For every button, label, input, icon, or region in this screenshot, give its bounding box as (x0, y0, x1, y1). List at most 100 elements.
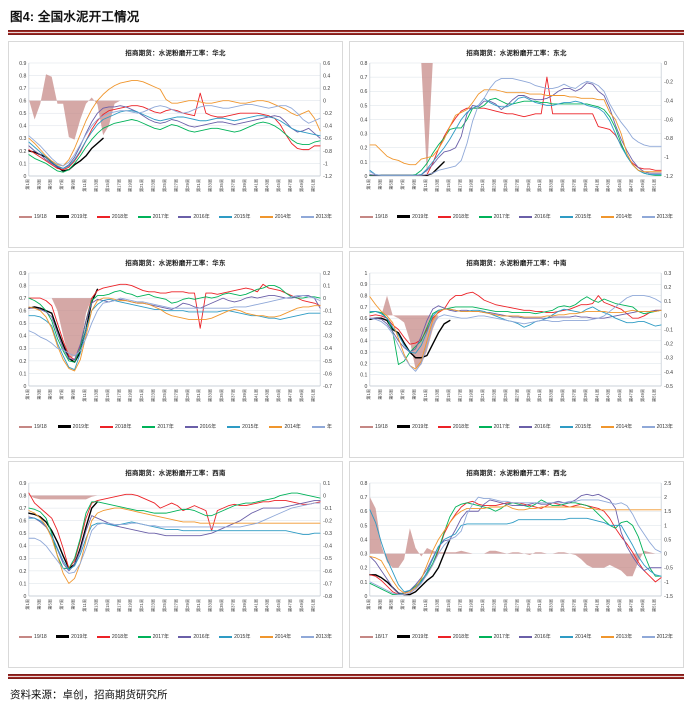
y-axis-tick: 0.7 (360, 75, 367, 81)
x-axis-tick: 第37周 (229, 389, 235, 402)
legend-item[interactable]: 2015年 (219, 633, 251, 640)
legend-item[interactable]: 19/18 (19, 214, 47, 220)
y-axis-tick: 0.8 (19, 73, 26, 79)
legend-item[interactable]: 2015年 (560, 213, 592, 220)
y2-axis-tick: 0 (664, 552, 667, 558)
legend-item[interactable]: 19/18 (19, 634, 47, 640)
legend-swatch-icon (478, 635, 492, 638)
legend-item[interactable]: 2013年 (641, 213, 673, 220)
chart-plot-dongbei: 0 0.1 0.2 0.3 0.4 0.5 0.6 0.7 0.8 0 -0.2 -0.4 -0.6 -0… (360, 61, 673, 192)
x-axis-tick: 第33周 (207, 179, 213, 192)
legend-swatch-icon (137, 215, 151, 218)
legend-item[interactable]: 2013年 (600, 633, 632, 640)
legend-item[interactable]: 2016年 (519, 633, 551, 640)
charts-grid: 招商期货：水泥粉磨开工率：华北 0 0.1 0.2 0.3 0.4 0.5 0.6 0.7 0.8… (8, 41, 684, 668)
x-axis-tick: 第49周 (298, 389, 304, 402)
x-axis-tick: 第7周 (58, 389, 64, 400)
legend-item[interactable]: 2014年 (600, 213, 632, 220)
legend-item[interactable]: 2016年 (178, 213, 210, 220)
y-axis-tick: 0.8 (360, 61, 367, 67)
y2-axis-tick: -0.2 (664, 80, 673, 86)
y-axis-tick: 0.4 (19, 544, 26, 550)
y2-axis-tick: -1.2 (323, 174, 332, 180)
legend-item[interactable]: 2016年 (519, 423, 551, 430)
legend-item[interactable]: 2013年 (300, 213, 332, 220)
legend-item[interactable]: 2019年 (56, 633, 88, 640)
legend-item[interactable]: 2019年 (397, 423, 429, 430)
legend-item[interactable]: 2012年 (641, 633, 673, 640)
y-axis-tick: 0.9 (19, 61, 26, 67)
legend-item[interactable]: 2014年 (259, 633, 291, 640)
legend-item[interactable]: 2019年 (56, 213, 88, 220)
chart-legend: 19/18 2019年 2018年 2017年 2016年 2015年 2014年 2013年 (9, 632, 342, 640)
y-axis-tick: 0.5 (19, 111, 26, 117)
legend-item[interactable]: 2019年 (57, 423, 89, 430)
y-axis-tick: 0.5 (19, 531, 26, 537)
legend-label: 2013年 (656, 424, 673, 430)
legend-item[interactable]: 2016年 (178, 633, 210, 640)
legend-label: 2018年 (111, 214, 129, 220)
legend-item[interactable]: 2017年 (137, 213, 169, 220)
legend-item[interactable]: 18/17 (360, 634, 388, 640)
legend-swatch-icon (360, 425, 373, 428)
y-axis-tick: 0.1 (360, 580, 367, 586)
legend-item[interactable]: 2015年 (227, 423, 259, 430)
line-series-2015年 (28, 298, 321, 371)
y2-axis-tick: -0.5 (664, 566, 673, 572)
legend-item[interactable]: 年 (311, 423, 332, 430)
x-axis-tick: 第23周 (491, 599, 497, 612)
x-axis-tick: 第23周 (491, 179, 497, 192)
legend-item[interactable]: 2018年 (437, 423, 469, 430)
legend-item[interactable]: 19/18 (360, 424, 388, 430)
y2-axis-tick: -0.6 (323, 569, 332, 575)
legend-item[interactable]: 2018年 (100, 423, 131, 430)
legend-item[interactable]: 2017年 (142, 423, 174, 430)
legend-item[interactable]: 2017年 (137, 633, 169, 640)
legend-item[interactable]: 2014年 (259, 213, 291, 220)
y-axis-tick: 0.2 (360, 146, 367, 152)
legend-label: 2015年 (575, 214, 592, 220)
chart-panel-huadong: 招商期货：水泥粉磨开工率：华东 0 0.1 0.2 0.3 0.4 0.5 0.6 0.7 0.8… (8, 251, 343, 458)
y2-axis-tick: 2.5 (664, 481, 671, 487)
legend-item[interactable]: 2014年 (269, 423, 301, 430)
legend-item[interactable]: 2019年 (397, 633, 429, 640)
legend-item[interactable]: 19/18 (19, 424, 47, 430)
legend-swatch-icon (96, 635, 110, 638)
legend-item[interactable]: 2018年 (96, 633, 128, 640)
x-axis-tick: 第41周 (252, 389, 258, 402)
legend-item[interactable]: 2019年 (397, 213, 429, 220)
legend-label: 2018年 (115, 424, 132, 430)
legend-swatch-icon (137, 635, 151, 638)
legend-item[interactable]: 19/18 (360, 214, 388, 220)
legend-item[interactable]: 2014年 (600, 423, 632, 430)
chart-legend: 19/18 2019年 2018年 2017年 2016年 2015年 2014年 2013年 (9, 212, 342, 220)
x-axis-tick: 第33周 (207, 599, 213, 612)
y-axis-tick: 0.8 (19, 283, 26, 289)
legend-item[interactable]: 2018年 (437, 633, 469, 640)
x-axis-tick: 第15周 (104, 389, 110, 402)
legend-item[interactable]: 2015年 (560, 423, 592, 430)
legend-label: 2015年 (234, 214, 251, 220)
x-axis-tick: 第5周 (47, 179, 53, 190)
legend-item[interactable]: 2018年 (437, 213, 469, 220)
chart-plot-huabei: 0 0.1 0.2 0.3 0.4 0.5 0.6 0.7 0.8 0.9 0.6 0.4 0.2 0 -0… (19, 61, 332, 192)
legend-item[interactable]: 2017年 (478, 213, 510, 220)
legend-label: 2017年 (493, 424, 510, 430)
y2-axis-tick: 0.1 (664, 299, 671, 305)
legend-item[interactable]: 2018年 (96, 213, 129, 220)
x-axis-tick: 第51周 (650, 179, 656, 192)
legend-item[interactable]: 2015年 (219, 213, 251, 220)
legend-item[interactable]: 2013年 (300, 633, 332, 640)
legend-item[interactable]: 2016年 (184, 423, 216, 430)
x-axis-tick: 第25周 (502, 599, 508, 612)
y-axis-tick: 0.3 (19, 136, 26, 142)
legend-item[interactable]: 2016年 (519, 213, 551, 220)
x-axis-tick: 第11周 (422, 389, 428, 402)
legend-item[interactable]: 2014年 (560, 633, 592, 640)
legend-item[interactable]: 2017年 (478, 423, 510, 430)
legend-item[interactable]: 2017年 (478, 633, 510, 640)
y2-axis-tick: 1 (664, 523, 667, 529)
legend-item[interactable]: 2013年 (641, 423, 673, 430)
y-axis-tick: 0.2 (360, 566, 367, 572)
y-axis-tick: 0.9 (360, 282, 367, 288)
